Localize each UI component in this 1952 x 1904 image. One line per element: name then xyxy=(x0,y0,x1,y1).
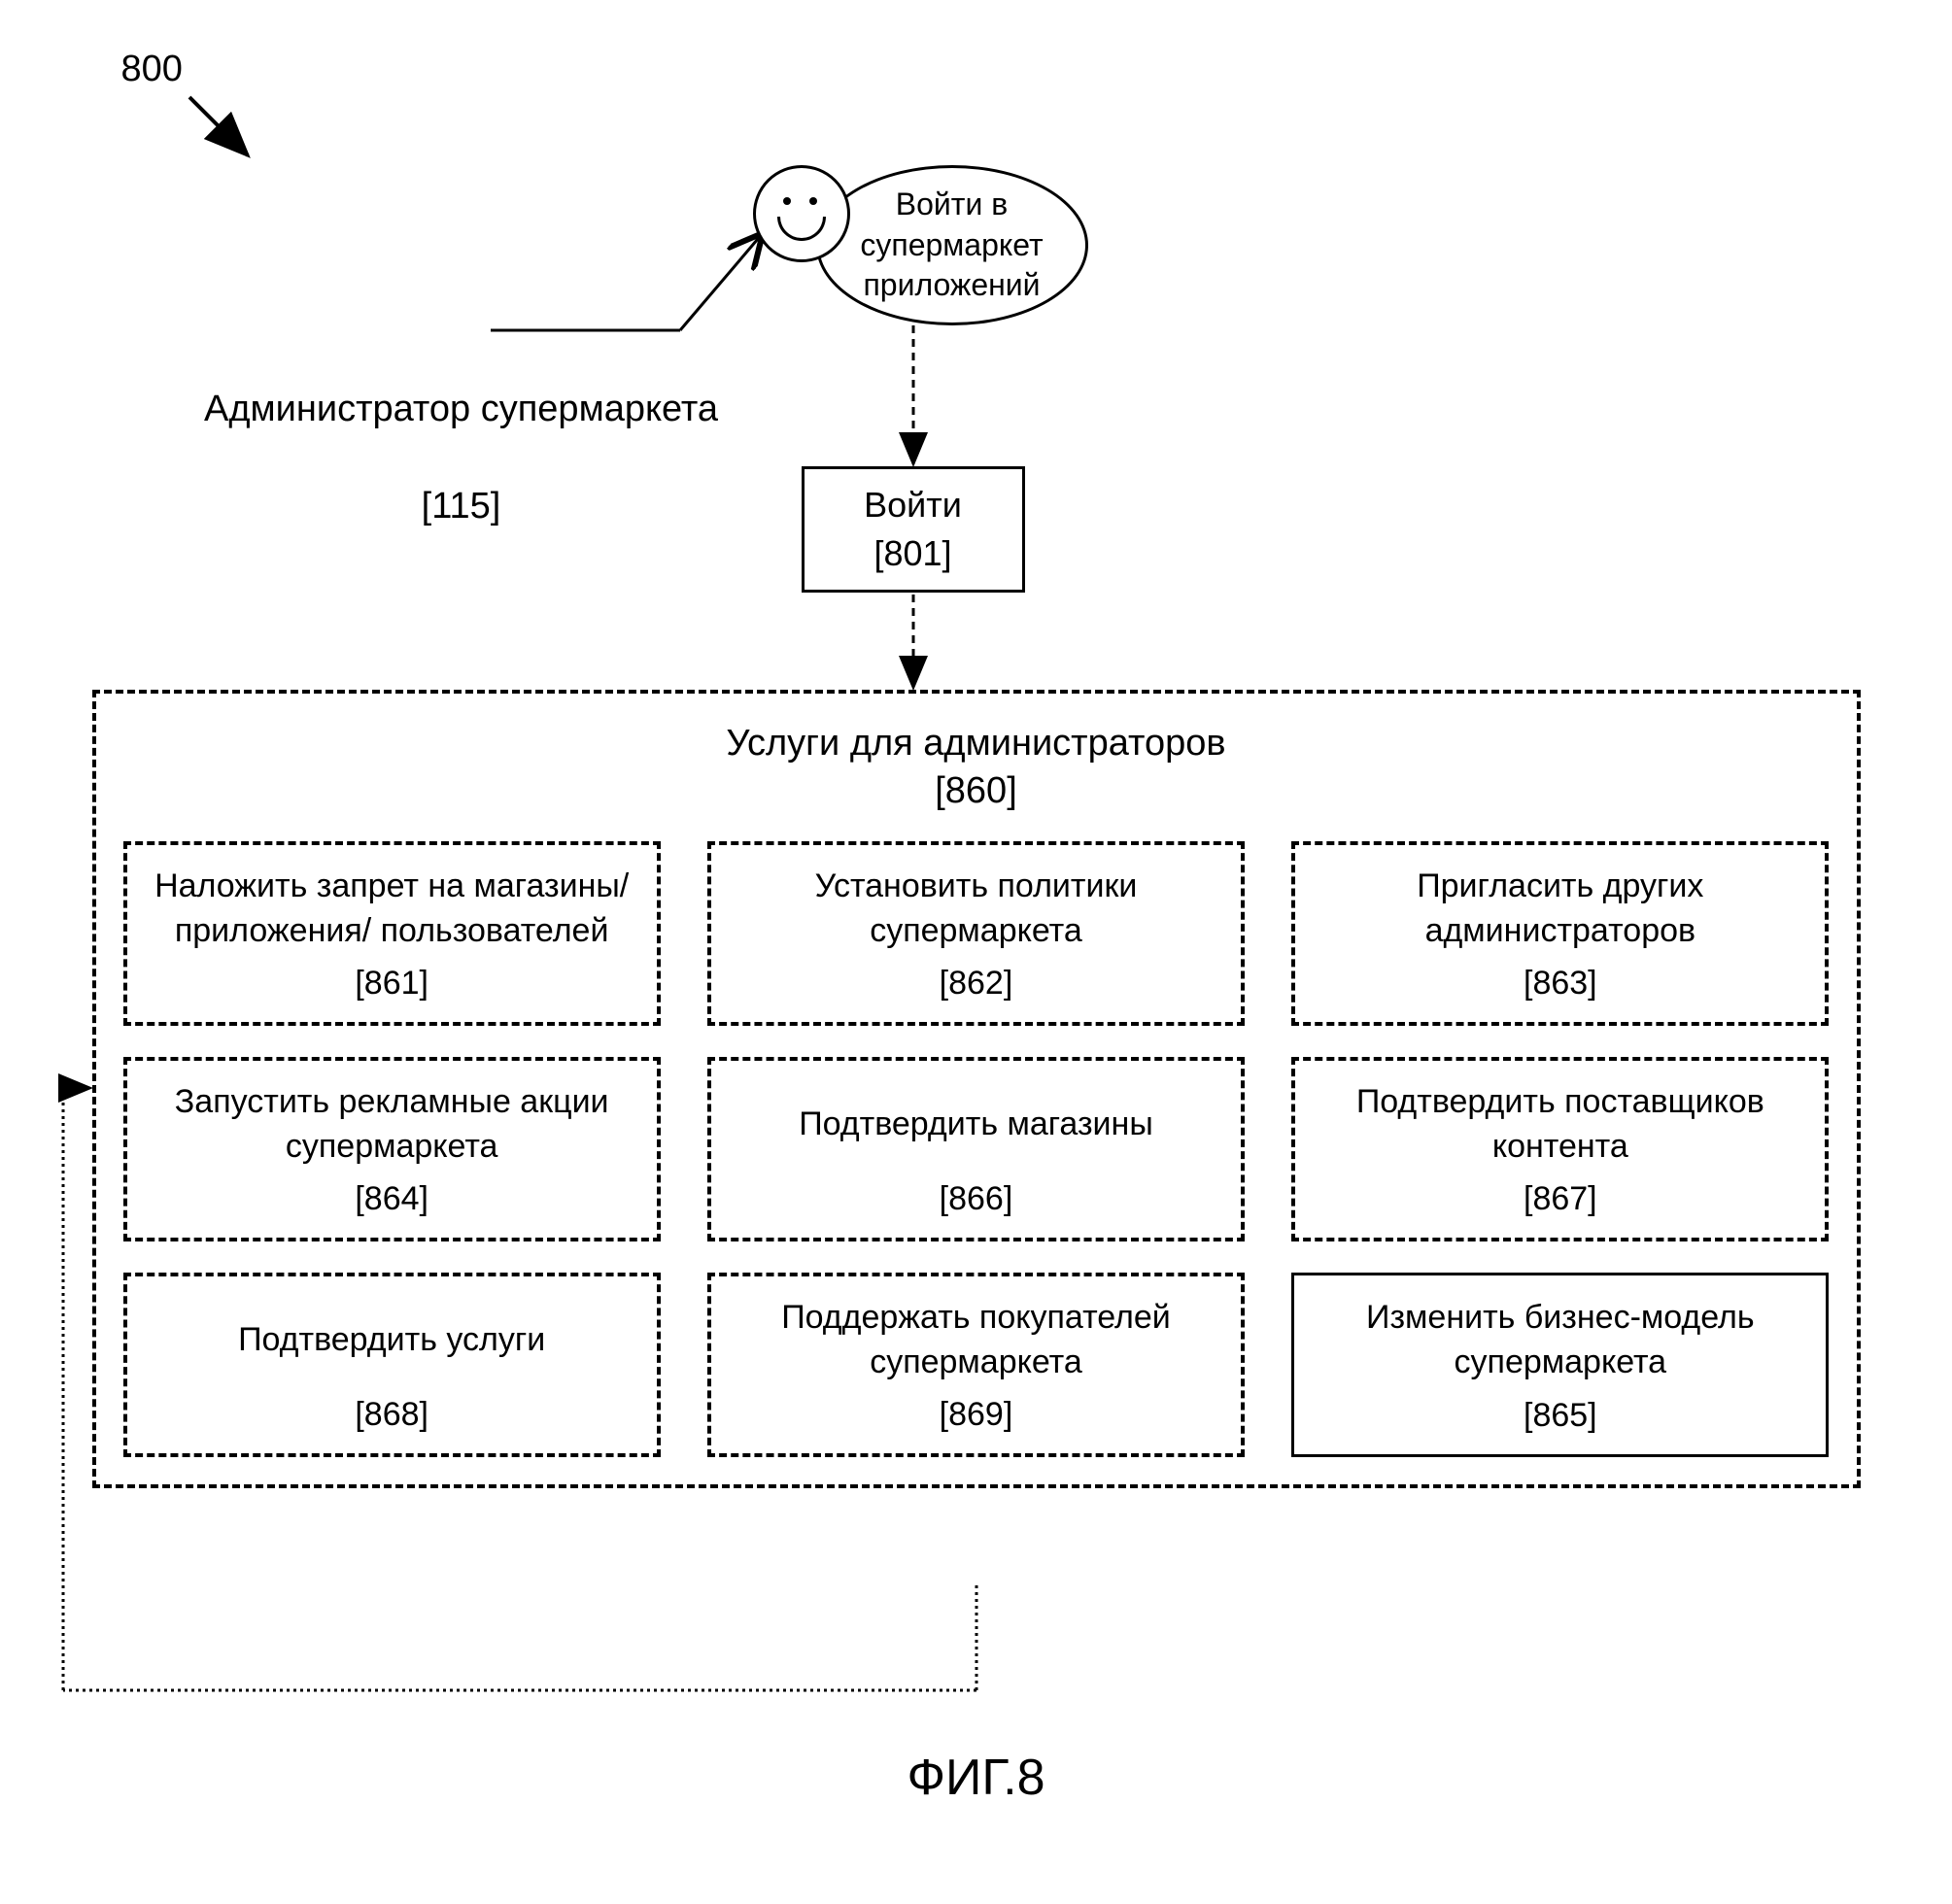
service-ref: [867] xyxy=(1311,1177,1809,1222)
services-grid: Наложить запрет на магазины/приложения/ … xyxy=(123,841,1830,1457)
service-box-863: Пригласить других администраторов [863] xyxy=(1291,841,1829,1026)
service-ref: [865] xyxy=(1310,1394,1810,1439)
smiley-icon xyxy=(753,165,850,262)
speech-bubble: Войти в супермаркет приложений xyxy=(816,165,1088,325)
service-ref: [868] xyxy=(143,1393,641,1438)
service-label: Подтвердить поставщиков контента xyxy=(1311,1080,1809,1170)
service-box-867: Подтвердить поставщиков контента [867] xyxy=(1291,1057,1829,1241)
figure-number: 800 xyxy=(121,49,183,90)
service-box-866: Подтвердить магазины [866] xyxy=(707,1057,1245,1241)
service-ref: [861] xyxy=(143,962,641,1006)
service-box-861: Наложить запрет на магазины/приложения/ … xyxy=(123,841,661,1026)
service-ref: [866] xyxy=(727,1177,1225,1222)
actor-label: Администратор супермаркета xyxy=(189,389,734,430)
service-label: Изменить бизнес-модель супермаркета xyxy=(1310,1295,1810,1386)
service-label: Подтвердить услуги xyxy=(143,1296,641,1385)
service-ref: [864] xyxy=(143,1177,641,1222)
service-box-868: Подтвердить услуги [868] xyxy=(123,1273,661,1457)
actor-ref: [115] xyxy=(189,486,734,527)
services-title: Услуги для администраторов xyxy=(123,723,1830,765)
service-label: Наложить запрет на магазины/приложения/ … xyxy=(143,865,641,954)
service-box-865: Изменить бизнес-модель супермаркета [865… xyxy=(1291,1273,1829,1457)
service-box-862: Установить политики супермаркета [862] xyxy=(707,841,1245,1026)
fig-number-arrow xyxy=(189,97,248,155)
login-box: Войти [801] xyxy=(802,466,1025,593)
figure-caption: ФИГ.8 xyxy=(831,1749,1122,1807)
services-container: Услуги для администраторов [860] Наложит… xyxy=(92,690,1861,1488)
service-ref: [863] xyxy=(1311,962,1809,1006)
login-ref: [801] xyxy=(805,533,1022,574)
actor-pointer xyxy=(491,233,763,330)
service-label: Поддержать покупателей супермаркета xyxy=(727,1296,1225,1385)
speech-bubble-text: Войти в супермаркет приложений xyxy=(839,185,1066,306)
service-label: Установить политики супермаркета xyxy=(727,865,1225,954)
diagram-canvas: 800 Администратор супермаркета [115] Вой… xyxy=(44,39,1909,1865)
service-label: Подтвердить магазины xyxy=(727,1080,1225,1170)
service-box-869: Поддержать покупателей супермаркета [869… xyxy=(707,1273,1245,1457)
services-ref: [860] xyxy=(123,770,1830,812)
service-label: Запустить рекламные акции супермаркета xyxy=(143,1080,641,1170)
service-ref: [862] xyxy=(727,962,1225,1006)
login-label: Войти xyxy=(805,485,1022,526)
service-box-864: Запустить рекламные акции супермаркета [… xyxy=(123,1057,661,1241)
service-ref: [869] xyxy=(727,1393,1225,1438)
service-label: Пригласить других администраторов xyxy=(1311,865,1809,954)
